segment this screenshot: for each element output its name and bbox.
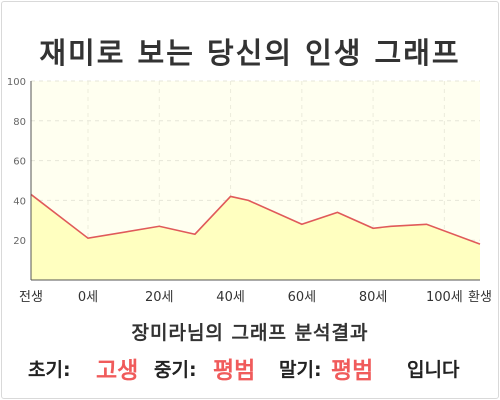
axis-layer <box>30 81 480 281</box>
early-value: 고생 <box>96 358 139 384</box>
x-tick-label: 100세 <box>426 290 463 305</box>
summary-line: 초기: 고생 중기: 평범 말기: 평범 입니다 <box>0 347 500 384</box>
x-tick-label: 전생 <box>19 290 43 305</box>
analysis-subtitle: 장미라님의 그래프 분석결과 <box>131 322 369 344</box>
early-label: 초기: <box>28 359 71 381</box>
y-tick-label: 60 <box>13 157 26 168</box>
x-tick-label: 80세 <box>359 290 388 305</box>
late-value: 평범 <box>331 358 374 384</box>
area-fill <box>31 194 480 280</box>
mid-value: 평범 <box>213 358 256 384</box>
y-tick-label: 100 <box>7 77 26 88</box>
page-title: 재미로 보는 당신의 인생 그래프 <box>39 36 461 70</box>
late-label: 말기: <box>279 359 322 381</box>
x-tick-label: 0세 <box>78 290 98 305</box>
x-tick-label: 60세 <box>288 290 317 305</box>
x-tick-label: 40세 <box>216 290 245 305</box>
y-tick-label: 40 <box>13 196 26 207</box>
y-tick-label: 20 <box>13 236 26 247</box>
series-line <box>30 193 481 245</box>
y-tick-label: 80 <box>13 117 26 128</box>
area-layer <box>30 193 481 280</box>
tick-layer: 20 40 60 80 100 전생 0세 20세 40세 60세 80세 100세 환생 <box>7 77 492 305</box>
summary-suffix: 입니다 <box>407 359 460 381</box>
x-tick-label: 환생 <box>468 290 492 305</box>
x-tick-label: 20세 <box>145 290 174 305</box>
mid-label: 중기: <box>154 359 197 381</box>
